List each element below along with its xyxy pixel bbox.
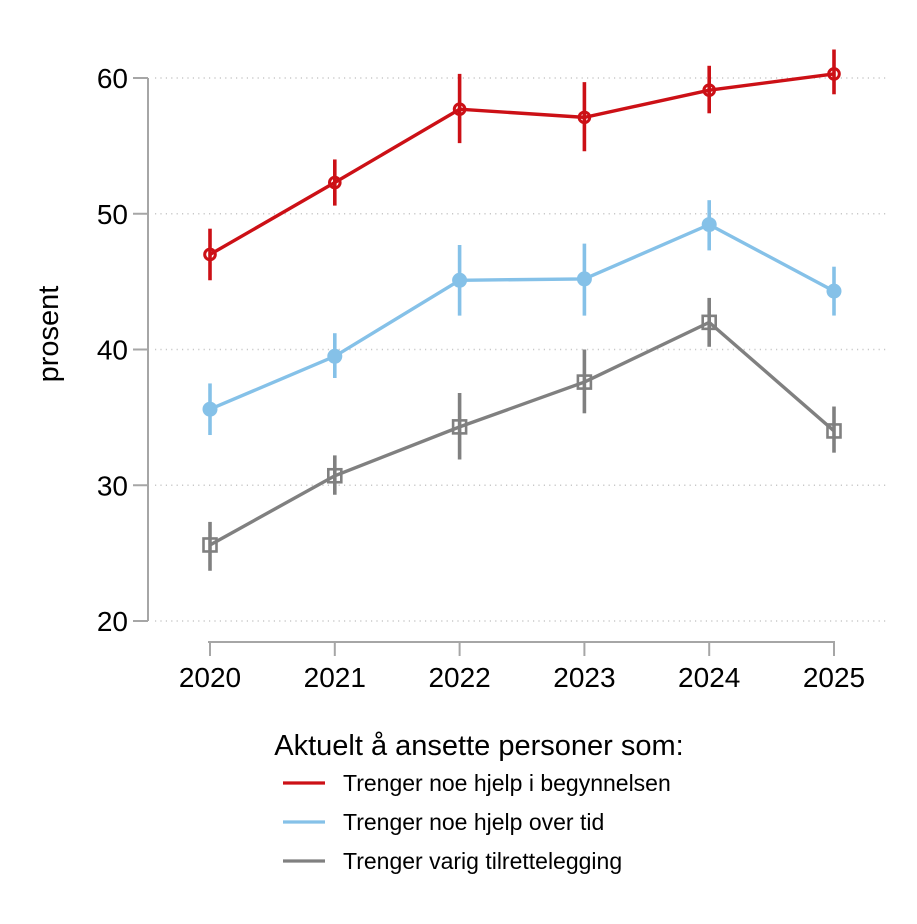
data-point <box>576 374 593 390</box>
axes <box>133 77 835 656</box>
data-point <box>826 423 842 439</box>
legend-item-label: Trenger varig tilrettelegging <box>343 848 622 874</box>
legend-title: Aktuelt å ansette personer som: <box>274 730 683 762</box>
x-tick-label: 2025 <box>803 662 865 693</box>
x-tick-label: 2022 <box>428 662 490 693</box>
data-point <box>577 110 592 125</box>
x-tick-label: 2023 <box>553 662 615 693</box>
series-line <box>209 222 835 411</box>
data-point <box>327 348 343 364</box>
x-tick-label: 2024 <box>678 662 740 693</box>
data-point <box>326 467 343 484</box>
legend-item-label: Trenger noe hjelp i begynnelsen <box>343 770 671 796</box>
y-tick-label: 30 <box>97 470 128 501</box>
data-point <box>827 67 841 81</box>
legend: Aktuelt å ansette personer som: Trenger … <box>274 730 683 874</box>
series <box>202 200 842 436</box>
data-point <box>202 401 218 417</box>
data-point <box>328 175 342 190</box>
data-point <box>576 271 592 287</box>
y-tick-label: 40 <box>97 335 128 366</box>
data-point <box>202 537 218 553</box>
legend-items: Trenger noe hjelp i begynnelsen Trenger n… <box>283 770 671 874</box>
legend-item: Trenger noe hjelp over tid <box>283 809 604 835</box>
y-tick-label: 50 <box>97 199 128 230</box>
y-tick-label: 20 <box>97 606 128 637</box>
series <box>202 297 842 571</box>
legend-item: Trenger varig tilrettelegging <box>283 848 622 874</box>
series-line <box>209 320 836 547</box>
x-tick-labels: 2020 2021 2022 2023 2024 2025 <box>179 662 865 693</box>
gridlines <box>155 77 888 622</box>
series <box>203 49 841 281</box>
data-point <box>701 314 718 331</box>
y-axis-title: prosent <box>33 286 65 383</box>
series-line <box>209 72 835 256</box>
y-tick-labels: 20 30 40 50 60 <box>97 63 128 637</box>
data-point <box>452 102 467 117</box>
x-tick-label: 2021 <box>304 662 366 693</box>
data-point <box>701 217 717 233</box>
y-tick-label: 60 <box>97 63 128 94</box>
data-point <box>203 247 217 262</box>
legend-item: Trenger noe hjelp i begynnelsen <box>283 770 671 796</box>
legend-item-label: Trenger noe hjelp over tid <box>343 809 604 835</box>
data-point <box>702 83 717 98</box>
x-tick-label: 2020 <box>179 662 241 693</box>
data-point <box>451 419 468 435</box>
data-point <box>452 272 468 288</box>
data-point <box>826 283 842 299</box>
series-layer <box>202 49 842 571</box>
